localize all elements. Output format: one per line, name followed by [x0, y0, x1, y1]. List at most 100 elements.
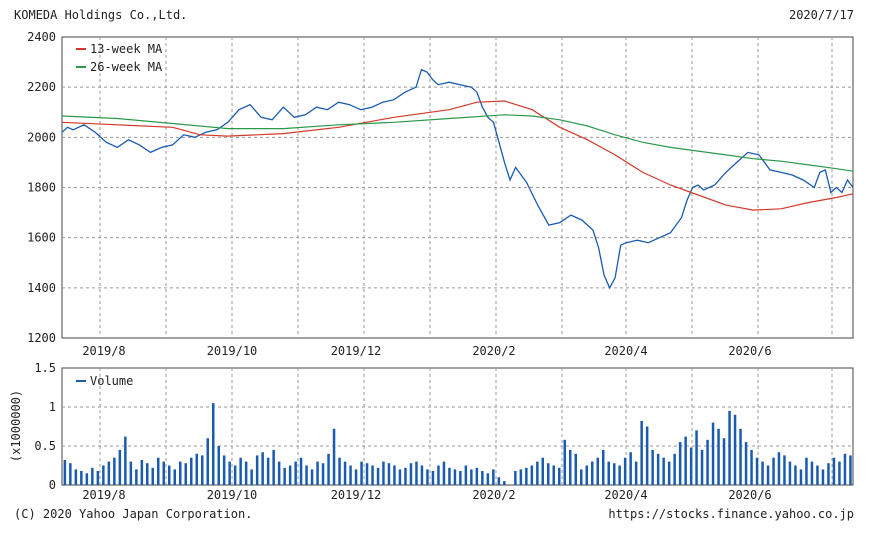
volume-bar — [656, 453, 660, 485]
volume-bar — [750, 449, 753, 485]
volume-bar — [343, 461, 347, 485]
volume-bar — [371, 465, 374, 485]
volume-bar — [173, 469, 176, 485]
legend-label-ma13: 13-week MA — [90, 42, 163, 56]
volume-x-tick-1: 2019/10 — [207, 488, 258, 502]
volume-bar — [618, 465, 621, 485]
volume-bar — [299, 457, 303, 485]
volume-bar — [481, 471, 484, 485]
price-y-tick-6: 1200 — [27, 331, 56, 345]
volume-x-tick-2: 2019/12 — [331, 488, 382, 502]
price-y-tick-0: 2400 — [27, 30, 56, 44]
volume-bar — [563, 439, 566, 485]
volume-bar — [805, 457, 808, 485]
volume-bar — [645, 426, 649, 485]
volume-bar — [585, 465, 588, 485]
volume-bar — [310, 469, 314, 485]
legend-label-volume: Volume — [90, 374, 133, 388]
volume-bar — [838, 461, 841, 485]
volume-bar — [420, 465, 424, 485]
volume-bar — [332, 428, 336, 485]
volume-bar — [810, 461, 814, 485]
volume-bar — [783, 455, 786, 485]
volume-bar — [80, 471, 83, 485]
volume-bar — [107, 461, 111, 485]
volume-bar — [717, 428, 720, 485]
volume-bar — [695, 430, 698, 485]
volume-bar — [552, 465, 555, 485]
volume-bar — [503, 481, 506, 485]
volume-bar — [558, 467, 561, 485]
price-y-tick-5: 1400 — [27, 281, 56, 295]
volume-bar — [459, 471, 462, 485]
volume-bar — [190, 457, 193, 485]
volume-bar — [492, 469, 495, 485]
volume-bar — [525, 467, 528, 485]
volume-bar — [623, 457, 627, 485]
volume-bar — [816, 465, 819, 485]
volume-bar — [228, 461, 231, 485]
volume-bar — [497, 477, 501, 485]
volume-bar — [387, 463, 391, 485]
volume-bar — [777, 452, 781, 485]
volume-bar — [794, 465, 797, 485]
volume-bar — [354, 469, 358, 485]
volume-bar — [569, 449, 572, 485]
26-week-ma-line — [61, 114, 854, 172]
volume-y-axis-label: (x1000000) — [9, 390, 23, 462]
volume-bar — [118, 449, 122, 485]
volume-bar — [728, 410, 731, 485]
volume-bar — [448, 467, 451, 485]
volume-bar — [722, 438, 726, 485]
price-y-tick-2: 2000 — [27, 130, 56, 144]
volume-bar — [321, 463, 325, 485]
volume-bar — [151, 467, 154, 485]
volume-bar — [404, 467, 407, 485]
volume-bar — [85, 473, 89, 485]
volume-bar — [464, 465, 468, 485]
volume-bar — [162, 461, 165, 485]
volume-bar — [799, 469, 803, 485]
volume-bar — [475, 467, 479, 485]
volume-bar — [486, 473, 490, 485]
volume-bar — [250, 469, 253, 485]
copyright-text: (C) 2020 Yahoo Japan Corporation. — [14, 507, 253, 521]
volume-bar — [272, 449, 275, 485]
chart-date: 2020/7/17 — [788, 8, 854, 22]
volume-bar — [255, 455, 259, 485]
volume-bar — [195, 453, 198, 485]
volume-bar — [212, 403, 215, 485]
volume-bar — [689, 447, 693, 485]
price-x-tick-2: 2019/12 — [331, 344, 382, 358]
price-frame — [61, 36, 854, 339]
volume-bar — [706, 439, 709, 485]
company-name: KOMEDA Holdings Co.,Ltd. — [14, 8, 188, 22]
volume-bar — [761, 461, 764, 485]
volume-bar — [283, 467, 286, 485]
volume-bar — [755, 457, 759, 485]
source-url[interactable]: https://stocks.finance.yahoo.co.jp — [608, 507, 854, 521]
volume-bar — [393, 465, 396, 485]
volume-bar — [327, 453, 330, 485]
volume-frame — [61, 367, 854, 486]
volume-bar — [426, 469, 429, 485]
volume-bar — [135, 469, 138, 485]
volume-bar — [821, 469, 825, 485]
volume-bar — [261, 452, 264, 485]
volume-bar — [113, 457, 116, 485]
volume-bar — [233, 465, 237, 485]
price-x-tick-1: 2019/10 — [207, 344, 258, 358]
volume-bar — [634, 461, 638, 485]
price-x-tick-5: 2020/6 — [728, 344, 771, 358]
volume-bar — [338, 457, 341, 485]
volume-bar — [711, 422, 715, 485]
volume-bar — [415, 461, 418, 485]
legend-label-ma26: 26-week MA — [90, 60, 163, 74]
volume-bar — [607, 461, 610, 485]
volume-bar — [442, 461, 446, 485]
volume-bar — [74, 469, 78, 485]
volume-bar — [602, 449, 605, 485]
volume-bar — [827, 463, 830, 485]
volume-bar — [266, 457, 270, 485]
